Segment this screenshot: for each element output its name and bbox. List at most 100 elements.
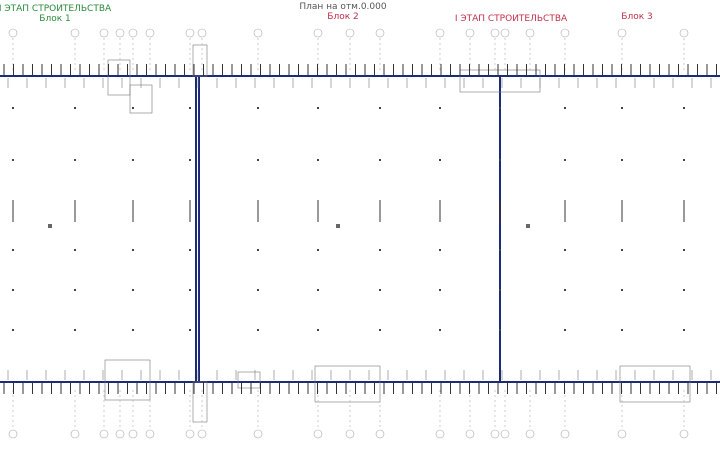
axis-bubble <box>500 28 510 38</box>
column <box>379 159 381 161</box>
column <box>683 159 685 161</box>
room <box>314 365 381 403</box>
axis-bubble <box>500 429 510 439</box>
joint <box>192 44 208 77</box>
axis-bubble <box>345 28 355 38</box>
column <box>317 159 319 161</box>
axis-bubble <box>435 28 445 38</box>
axis-bubble <box>197 429 207 439</box>
axis-bubble <box>145 28 155 38</box>
axis-bubble <box>375 429 385 439</box>
column <box>499 159 501 161</box>
axis-bubble <box>145 429 155 439</box>
axis-bubble <box>185 429 195 439</box>
column <box>499 289 501 291</box>
block-label: Блок 2 <box>327 12 358 22</box>
column <box>564 107 566 109</box>
stair <box>107 59 131 96</box>
column <box>74 329 76 331</box>
column <box>564 289 566 291</box>
column <box>317 107 319 109</box>
column <box>48 224 52 228</box>
axis-bubble <box>70 429 80 439</box>
column <box>683 107 685 109</box>
column <box>317 329 319 331</box>
axis-bubble <box>128 429 138 439</box>
column <box>621 249 623 251</box>
column <box>189 159 191 161</box>
stage-label: I ЭТАП СТРОИТЕЛЬСТВА <box>0 4 112 14</box>
column <box>439 289 441 291</box>
column <box>336 224 340 228</box>
column <box>499 249 501 251</box>
column <box>499 107 501 109</box>
column <box>12 289 14 291</box>
column <box>526 224 530 228</box>
axis-bubble <box>679 429 689 439</box>
column <box>74 107 76 109</box>
axis-bubble <box>115 28 125 38</box>
axis-bubble <box>560 429 570 439</box>
column <box>74 289 76 291</box>
axis-bubble <box>128 28 138 38</box>
column <box>132 107 134 109</box>
column <box>621 159 623 161</box>
room <box>237 371 261 389</box>
column <box>132 159 134 161</box>
column <box>683 329 685 331</box>
column <box>74 159 76 161</box>
column <box>12 159 14 161</box>
column <box>379 107 381 109</box>
column <box>621 107 623 109</box>
column <box>74 249 76 251</box>
column <box>12 329 14 331</box>
axis-bubble <box>8 28 18 38</box>
axis-bubble <box>617 429 627 439</box>
column <box>189 249 191 251</box>
column <box>257 249 259 251</box>
block-label: Блок 1 <box>39 14 70 24</box>
axis-bubble <box>490 28 500 38</box>
column <box>12 107 14 109</box>
column <box>379 289 381 291</box>
axis-bubble <box>465 28 475 38</box>
column <box>621 329 623 331</box>
column <box>257 159 259 161</box>
axis-bubble <box>313 28 323 38</box>
column <box>439 107 441 109</box>
column <box>439 159 441 161</box>
column <box>683 249 685 251</box>
axis-bubble <box>375 28 385 38</box>
axis-bubble <box>115 429 125 439</box>
room <box>619 365 691 403</box>
column <box>564 159 566 161</box>
axis-bubble <box>525 28 535 38</box>
column-grid <box>3 28 717 439</box>
column <box>12 249 14 251</box>
column <box>379 329 381 331</box>
column <box>564 249 566 251</box>
axis-bubble <box>70 28 80 38</box>
column <box>683 289 685 291</box>
column <box>499 329 501 331</box>
axis-bubble <box>99 28 109 38</box>
plan-title: План на отм.0.000 <box>299 2 386 12</box>
column <box>439 329 441 331</box>
axis-bubble <box>490 429 500 439</box>
column <box>189 289 191 291</box>
axis-bubble <box>99 429 109 439</box>
axis-bubble <box>617 28 627 38</box>
column <box>257 107 259 109</box>
column <box>189 329 191 331</box>
stage-label: I ЭТАП СТРОИТЕЛЬСТВА <box>455 14 568 24</box>
axis-bubble <box>465 429 475 439</box>
axis-bubble <box>435 429 445 439</box>
axis-bubble <box>345 429 355 439</box>
column <box>317 249 319 251</box>
axis-bubble <box>253 429 263 439</box>
column <box>132 329 134 331</box>
column <box>564 329 566 331</box>
column <box>379 249 381 251</box>
column <box>132 249 134 251</box>
